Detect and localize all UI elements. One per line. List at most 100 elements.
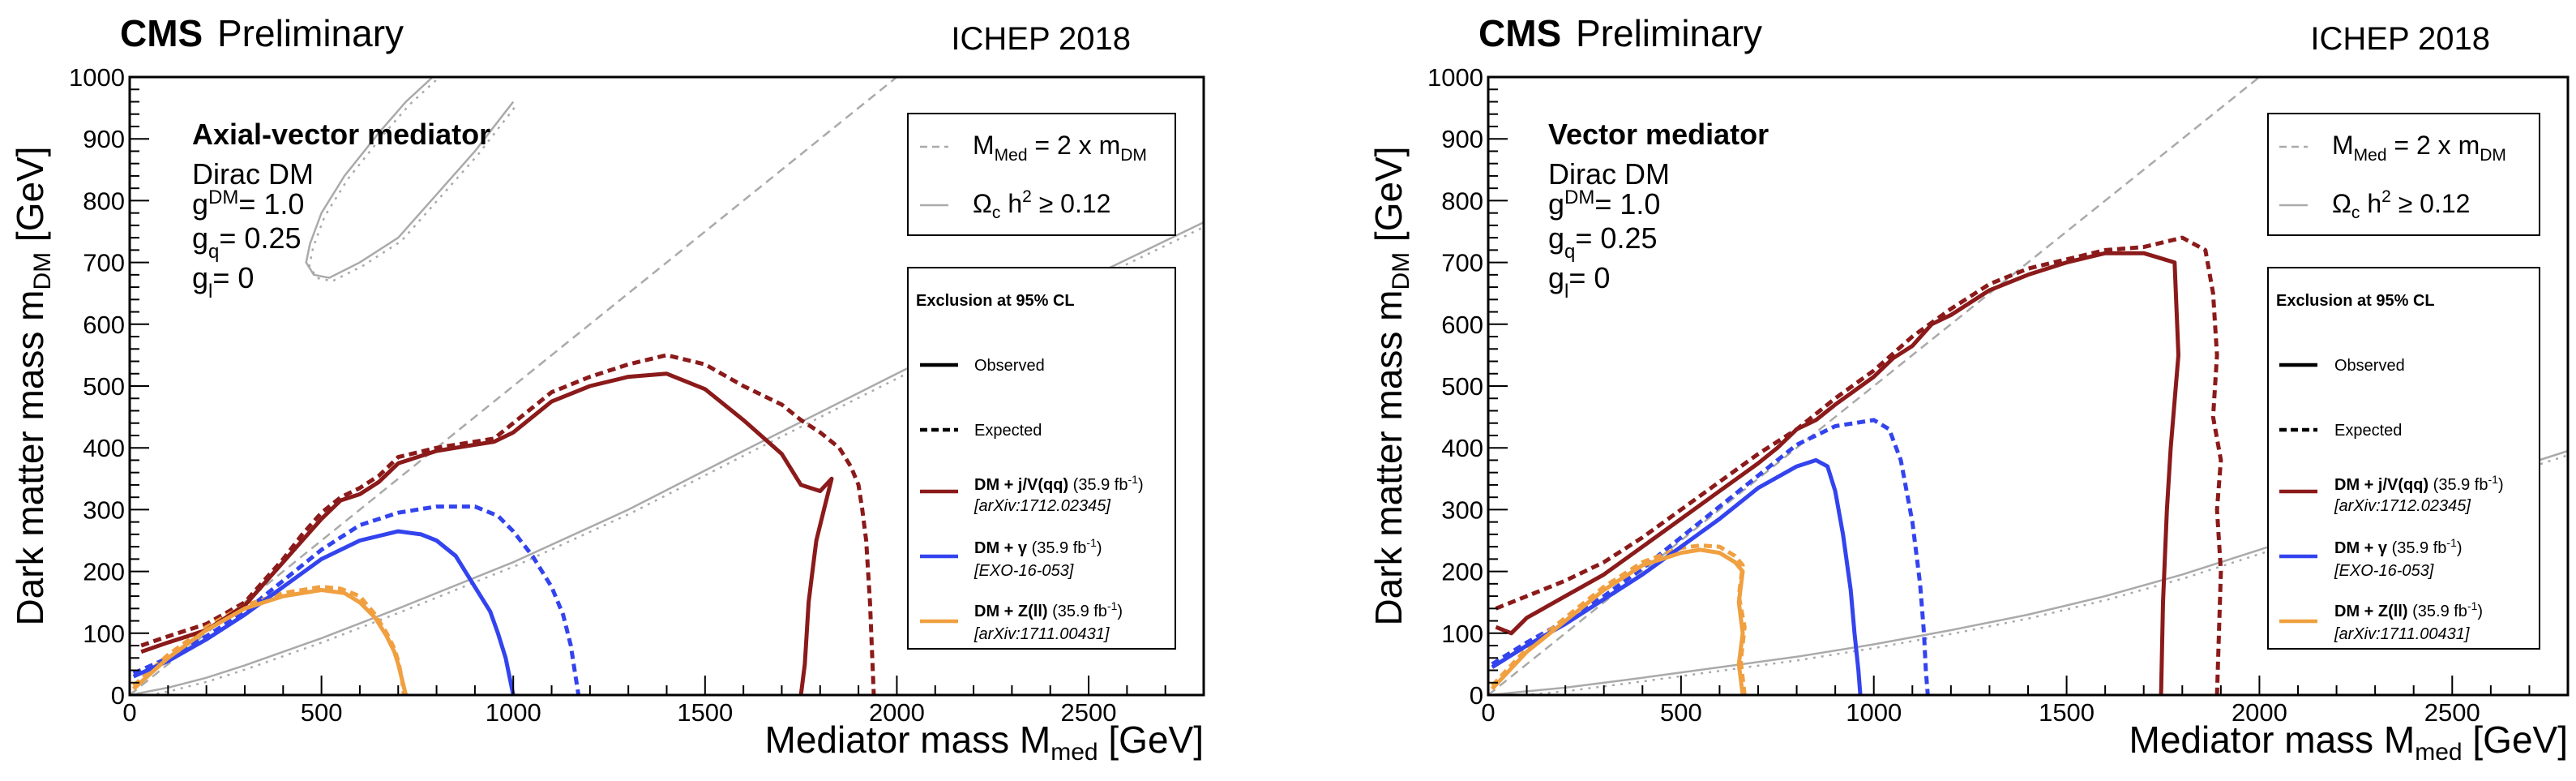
- left-legend-diagonal-label: MMed = 2 x mDM: [973, 131, 1147, 165]
- left-plot-curves: [130, 77, 1204, 695]
- left-dm-observed-contour: [132, 529, 516, 695]
- right-legend-monophoton-label: DM + γ (35.9 fb-1): [2334, 536, 2463, 557]
- left-legend-bottom-box: [907, 267, 1176, 650]
- right-dm-z-ll-expected-contour: [1490, 543, 1747, 695]
- left-legend-monophoton-ref: [EXO-16-053]: [973, 562, 1074, 580]
- left-dm-expected-contour: [132, 504, 581, 695]
- right-legend-monophoton-ref: [EXO-16-053]: [2334, 562, 2434, 580]
- left-mediator-title: Axial-vector mediator: [192, 118, 490, 151]
- right-y-axis-title: Dark matter mass mDM [GeV]: [1367, 146, 1414, 625]
- left-dm-z-ll-observed-contour: [132, 588, 409, 695]
- right-legend-bottom-box: [2267, 267, 2540, 650]
- right-panel: CMS Preliminary ICHEP 2018 Dark matter m…: [1367, 12, 2570, 766]
- right-y-tick-label: 600: [1441, 311, 1483, 339]
- left-dm-j-v-qq-observed-contour: [140, 371, 834, 695]
- right-y-tick-label: 0: [1470, 681, 1483, 710]
- right-dm-observed-contour: [1491, 457, 1863, 695]
- left-y-tick-label: 1000: [69, 63, 125, 92]
- right-dm-z-ll-observed-contour: [1490, 547, 1745, 695]
- left-y-tick-label: 500: [83, 372, 125, 401]
- right-cms-label: CMS: [1478, 12, 1561, 54]
- left-info-block: Axial-vector mediator Dirac DM gDM= 1.0 …: [192, 118, 490, 303]
- right-info-block: Vector mediator Dirac DM gDM= 1.0 gq= 0.…: [1548, 118, 1769, 303]
- left-preliminary-label: Preliminary: [217, 12, 404, 54]
- left-g-dm: gDM= 1.0: [192, 187, 304, 221]
- left-y-tick-label: 400: [83, 434, 125, 462]
- right-y-tick-label: 100: [1441, 620, 1483, 648]
- left-x-tick-label: 500: [301, 698, 343, 727]
- right-legend-relic-label: Ωc h2 ≥ 0.12: [2332, 187, 2470, 222]
- left-x-tick-label: 1500: [677, 698, 733, 727]
- right-legend-monoz-ref: [arXiv:1711.00431]: [2334, 625, 2470, 643]
- right-model-label: Dirac DM: [1548, 157, 1670, 191]
- left-legend-top-box: [907, 113, 1176, 236]
- right-dm-j-v-qq-observed-contour: [1495, 251, 2180, 695]
- left-y-tick-label: 700: [83, 249, 125, 277]
- right-g-dm: gDM= 1.0: [1548, 187, 1660, 221]
- right-y-tick-label: 1000: [1427, 63, 1483, 92]
- left-x-tick-label: 2500: [1061, 698, 1117, 727]
- right-legend-diagonal-label: MMed = 2 x mDM: [2332, 131, 2506, 165]
- right-x-tick-label: 2000: [2232, 698, 2287, 727]
- right-legend-expected-label: Expected: [2334, 422, 2402, 440]
- right-x-tick-label: 0: [1481, 698, 1495, 727]
- right-mediator-title: Vector mediator: [1548, 118, 1769, 151]
- right-conference-label: ICHEP 2018: [2310, 21, 2490, 57]
- right-legend-exclusion-title: Exclusion at 95% CL: [2276, 292, 2435, 310]
- right-plot-frame: [1487, 75, 2570, 697]
- right-plot-curves: [1488, 77, 2568, 695]
- left-x-axis-title: Mediator mass Mmed [GeV]: [765, 719, 1205, 766]
- left-legend-monophoton-label: DM + γ (35.9 fb-1): [974, 536, 1102, 557]
- left-relic-curve-1-hatch: [308, 79, 518, 282]
- right-x-tick-label: 500: [1660, 698, 1702, 727]
- left-ticks: 0 500 1000 1500 2000 2500 0 100 200 300 400 500 600 7…: [69, 63, 1205, 727]
- left-panel: CMS Preliminary ICHEP 2018 Dark matter m…: [9, 12, 1205, 766]
- right-legend-monoz-label: DM + Z(ll) (35.9 fb-1): [2334, 599, 2483, 620]
- right-g-q: gq= 0.25: [1548, 221, 1657, 263]
- left-legend-monojet-ref: [arXiv:1712.02345]: [973, 497, 1110, 515]
- right-ticks: 0 500 1000 1500 2000 2500 0 100 200 300 400 500 600 7…: [1427, 63, 2569, 727]
- left-model-label: Dirac DM: [192, 157, 314, 191]
- left-dm-j-v-qq-expected-contour: [140, 353, 876, 695]
- left-y-tick-label: 600: [83, 311, 125, 339]
- left-legend-monojet-label: DM + j/V(qq) (35.9 fb-1): [974, 473, 1144, 494]
- left-x-tick-label: 2000: [869, 698, 925, 727]
- right-dm-j-v-qq-expected-contour: [1495, 235, 2223, 695]
- left-y-tick-label: 900: [83, 125, 125, 153]
- right-y-tick-label: 300: [1441, 496, 1483, 524]
- right-legend-monojet-label: DM + j/V(qq) (35.9 fb-1): [2334, 473, 2504, 494]
- left-legend-top: MMed = 2 x mDM Ωc h2 ≥ 0.12: [907, 113, 1176, 236]
- right-y-tick-label: 400: [1441, 434, 1483, 462]
- right-x-tick-label: 1000: [1846, 698, 1902, 727]
- right-legend-bottom: Exclusion at 95% CL Observed Expected DM…: [2267, 267, 2540, 650]
- left-legend-relic-label: Ωc h2 ≥ 0.12: [973, 187, 1110, 222]
- left-x-tick-label: 1000: [486, 698, 541, 727]
- left-y-tick-label: 100: [83, 620, 125, 648]
- right-dm-expected-contour: [1491, 418, 1930, 695]
- left-conference-label: ICHEP 2018: [951, 21, 1131, 57]
- left-y-tick-label: 800: [83, 187, 125, 215]
- left-y-tick-label: 0: [111, 681, 125, 710]
- left-y-tick-label: 300: [83, 496, 125, 524]
- left-relic-curve-1: [305, 77, 515, 279]
- right-legend-monojet-ref: [arXiv:1712.02345]: [2334, 497, 2471, 515]
- left-cms-label: CMS: [120, 12, 203, 54]
- right-x-tick-label: 2500: [2424, 698, 2480, 727]
- right-y-tick-label: 900: [1441, 125, 1483, 153]
- right-y-tick-label: 700: [1441, 249, 1483, 277]
- right-x-axis-title: Mediator mass Mmed [GeV]: [2129, 719, 2569, 766]
- left-g-q: gq= 0.25: [192, 221, 301, 263]
- right-g-l: gl= 0: [1548, 261, 1610, 303]
- left-legend-bottom: Exclusion at 95% CL Observed Expected DM…: [907, 267, 1176, 650]
- right-y-tick-label: 500: [1441, 372, 1483, 401]
- left-relic-curve-0: [130, 221, 1204, 695]
- right-legend-observed-label: Observed: [2334, 357, 2405, 375]
- left-y-tick-label: 200: [83, 558, 125, 586]
- left-legend-expected-label: Expected: [974, 422, 1042, 440]
- left-y-axis-title: Dark matter mass mDM [GeV]: [9, 146, 56, 625]
- right-legend-top-box: [2267, 113, 2540, 236]
- left-g-l: gl= 0: [192, 261, 254, 303]
- left-legend-observed-label: Observed: [974, 357, 1045, 375]
- left-legend-monoz-ref: [arXiv:1711.00431]: [973, 625, 1110, 643]
